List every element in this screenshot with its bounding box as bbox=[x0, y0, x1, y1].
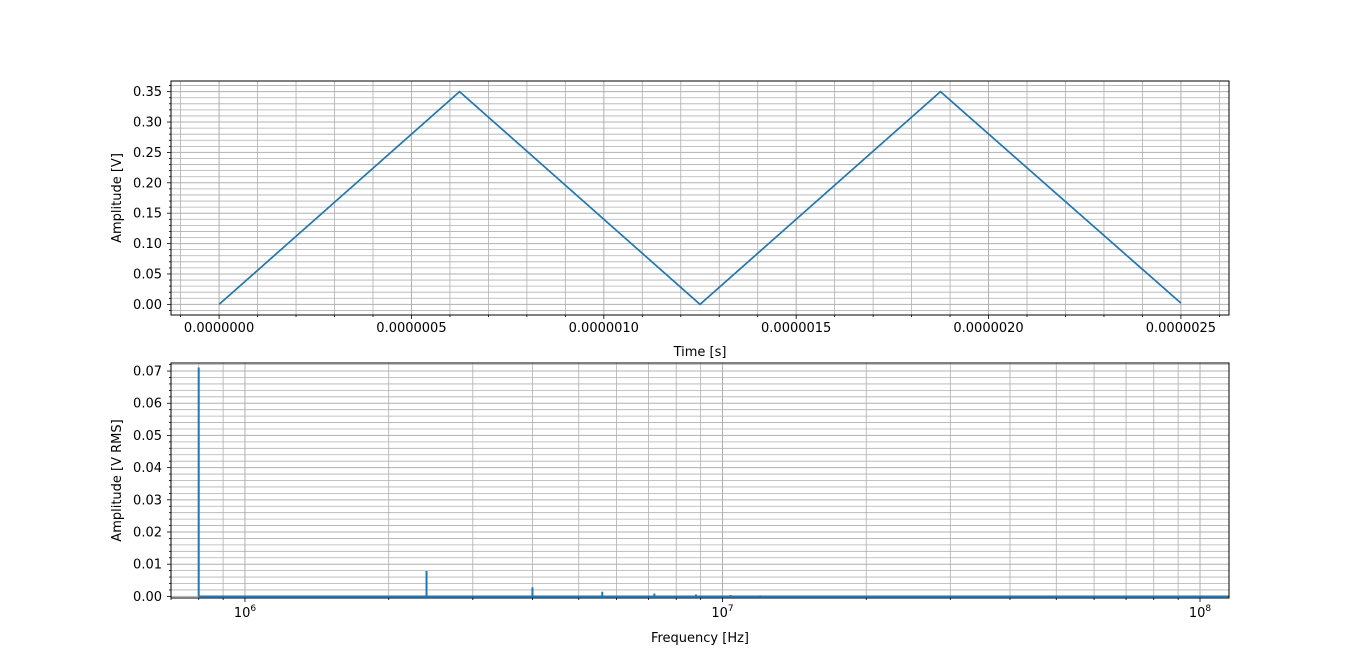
time-domain-panel: 0.0000000 0.0000005 0.0000010 0.0000015 0.00… bbox=[110, 80, 1230, 360]
time-y-tick-label: 0.00 bbox=[133, 298, 162, 313]
frequency-x-tick-label: 108 bbox=[1189, 604, 1212, 621]
time-y-tick-label: 0.15 bbox=[133, 207, 162, 222]
frequency-plot-area bbox=[197, 367, 1229, 598]
frequency-x-tick-label: 106 bbox=[234, 604, 257, 621]
frequency-domain-panel: 106 107 108 0.00 0.01 0.02 0.03 0.04 0.05 0.06 0.0… bbox=[110, 362, 1230, 646]
frequency-y-tick-label: 0.01 bbox=[133, 558, 162, 573]
triangle-wave-line bbox=[218, 90, 1182, 306]
frequency-y-tick-label: 0.06 bbox=[133, 397, 162, 412]
frequency-x-axis-label: Frequency [Hz] bbox=[651, 631, 749, 646]
time-y-tick-label: 0.25 bbox=[133, 146, 162, 161]
frequency-y-axis-label: Amplitude [V RMS] bbox=[110, 419, 125, 541]
frequency-y-tick-label: 0.07 bbox=[133, 365, 162, 380]
frequency-grid bbox=[170, 363, 1229, 598]
time-y-axis-label: Amplitude [V] bbox=[110, 153, 125, 243]
frequency-y-tick-label: 0.00 bbox=[133, 590, 162, 605]
time-ticks: 0.0000000 0.0000005 0.0000010 0.0000015 0.00… bbox=[133, 85, 1220, 336]
frequency-y-tick-label: 0.04 bbox=[133, 461, 162, 476]
time-y-tick-label: 0.05 bbox=[133, 267, 162, 282]
time-y-tick-label: 0.35 bbox=[133, 85, 162, 100]
time-x-tick-label: 0.0000010 bbox=[569, 321, 639, 336]
frequency-x-tick-label: 107 bbox=[711, 604, 733, 621]
frequency-y-tick-label: 0.03 bbox=[133, 493, 162, 508]
time-x-tick-label: 0.0000005 bbox=[376, 321, 446, 336]
frequency-y-tick-label: 0.05 bbox=[133, 429, 162, 444]
frequency-ticks: 106 107 108 0.00 0.01 0.02 0.03 0.04 0.05 0.06 0.0… bbox=[133, 364, 1212, 621]
time-x-tick-label: 0.0000000 bbox=[184, 321, 254, 336]
time-grid bbox=[171, 81, 1229, 315]
time-y-tick-label: 0.30 bbox=[133, 116, 162, 131]
time-x-tick-label: 0.0000020 bbox=[953, 321, 1023, 336]
time-x-axis-label: Time [s] bbox=[673, 345, 727, 360]
time-y-tick-label: 0.10 bbox=[133, 237, 162, 252]
time-y-tick-label: 0.20 bbox=[133, 176, 162, 191]
time-plot-area bbox=[218, 90, 1182, 306]
frequency-y-tick-label: 0.02 bbox=[133, 526, 162, 541]
time-x-tick-label: 0.0000015 bbox=[761, 321, 831, 336]
time-axes-frame bbox=[170, 80, 1230, 316]
time-x-tick-label: 0.0000025 bbox=[1146, 321, 1216, 336]
